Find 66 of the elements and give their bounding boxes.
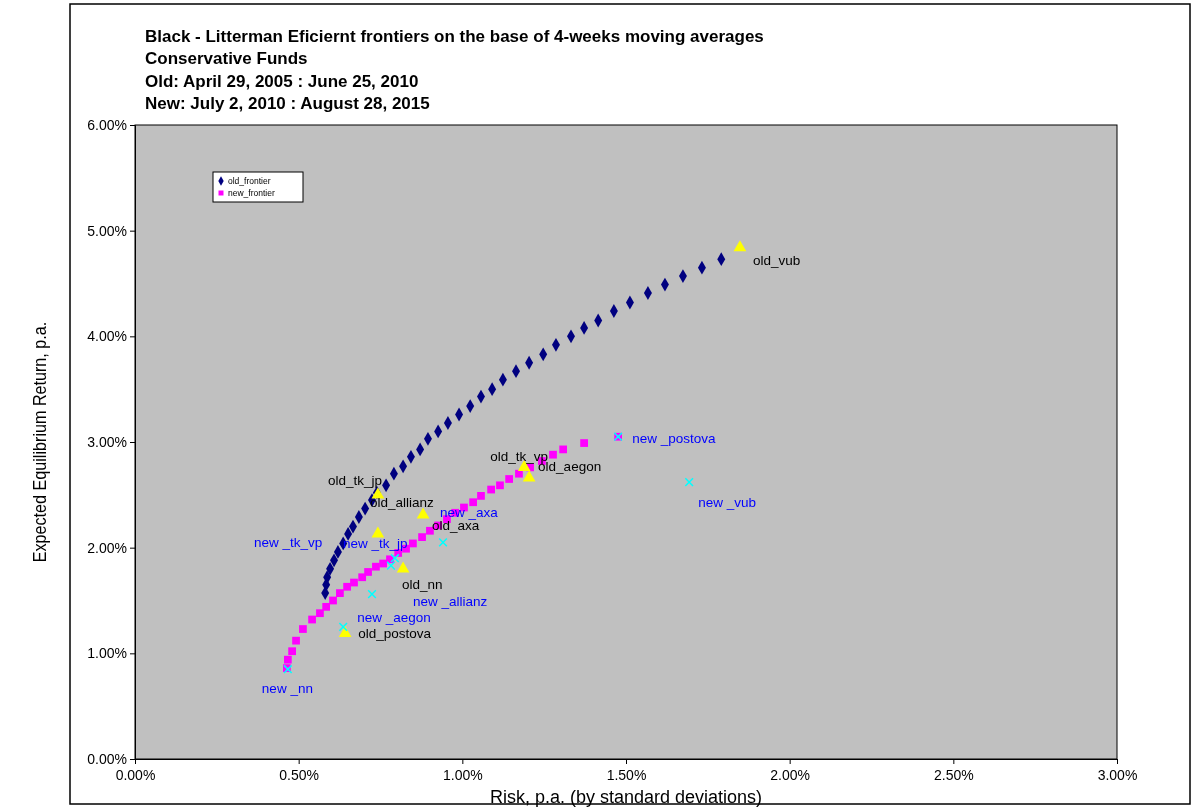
point xyxy=(292,636,300,645)
point xyxy=(505,475,514,483)
annotation: new _vub xyxy=(698,495,756,511)
point xyxy=(308,615,316,624)
point xyxy=(487,485,496,494)
annotation: new _aegon xyxy=(357,609,431,625)
point xyxy=(418,533,426,541)
point xyxy=(496,481,504,490)
point xyxy=(522,470,536,482)
point xyxy=(396,561,410,573)
y-tick-label: 6.00% xyxy=(87,116,127,133)
point xyxy=(559,445,568,454)
y-tick-label: 5.00% xyxy=(87,222,127,239)
annotation: old_allianz xyxy=(369,494,434,510)
point xyxy=(549,450,557,459)
y-tick-label: 3.00% xyxy=(87,433,127,450)
point xyxy=(367,589,377,599)
point xyxy=(288,647,296,656)
x-tick-label: 1.00% xyxy=(442,766,483,783)
point xyxy=(469,498,478,507)
point xyxy=(343,582,351,591)
point xyxy=(299,625,307,633)
point xyxy=(283,655,292,664)
point xyxy=(350,578,358,587)
y-tick-label: 1.00% xyxy=(87,645,127,662)
point xyxy=(338,622,348,632)
annotation: old_vub xyxy=(752,252,801,268)
point xyxy=(364,568,372,576)
point xyxy=(336,589,344,597)
point xyxy=(372,562,380,571)
point xyxy=(329,596,337,605)
x-tick-label: 1.50% xyxy=(606,766,647,783)
point xyxy=(371,526,385,538)
annotation: old_postova xyxy=(358,626,432,642)
point xyxy=(316,609,324,618)
annotation: new _allianz xyxy=(413,594,488,609)
chart-title: Black - Litterman Eficiernt frontiers on the base of 4-weeks moving averages Conservative Funds Old: April 29, 2005 : June 25, 2010 New: July 2, 2010 : August 28, 2015 xyxy=(145,27,764,113)
point xyxy=(733,240,747,252)
point xyxy=(358,573,367,582)
annotation: new _nn xyxy=(261,681,313,697)
x-axis-title: Risk, p.a. (by standard deviations) xyxy=(489,787,763,807)
annotation: new _postova xyxy=(632,430,716,446)
legend-label: new_frontier xyxy=(228,188,275,198)
point xyxy=(477,492,485,500)
legend-label: old_frontier xyxy=(228,176,271,186)
y-axis-title: Expected Equilibrium Return, p.a. xyxy=(28,321,51,563)
annotation: old_nn xyxy=(402,576,443,592)
point xyxy=(438,537,448,547)
annotation: old_tk_jp xyxy=(327,472,382,488)
point xyxy=(409,539,417,548)
point xyxy=(580,439,588,447)
point xyxy=(390,553,400,563)
x-tick-label: 2.00% xyxy=(770,766,811,783)
x-tick-label: 0.00% xyxy=(115,766,156,783)
point xyxy=(684,477,694,487)
y-tick-label: 4.00% xyxy=(87,328,127,345)
x-tick-label: 0.50% xyxy=(279,766,320,783)
point xyxy=(386,561,396,571)
annotation: old_tk_vp xyxy=(490,449,548,465)
x-tick-label: 2.50% xyxy=(933,766,974,783)
y-tick-label: 2.00% xyxy=(87,539,127,556)
y-tick-label: 0.00% xyxy=(87,750,127,767)
point xyxy=(322,602,331,611)
x-tick-label: 3.00% xyxy=(1097,766,1138,783)
annotation: new _tk_vp xyxy=(254,535,323,550)
point xyxy=(515,469,523,478)
